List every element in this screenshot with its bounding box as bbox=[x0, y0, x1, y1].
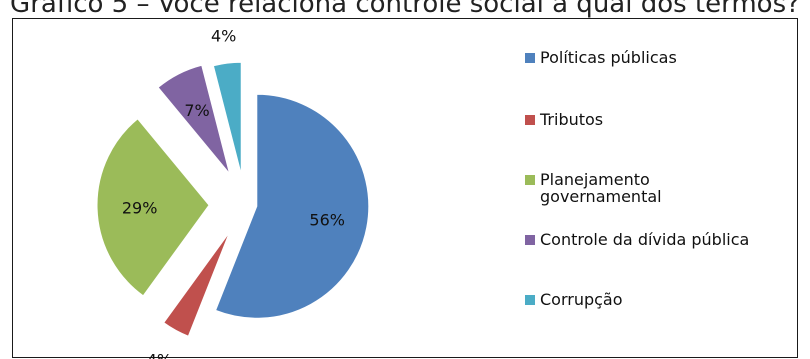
label-controle-divida-publica: 7% bbox=[184, 101, 209, 120]
slice-controle-divida-publica bbox=[157, 64, 231, 175]
slice-corrupcao bbox=[212, 61, 242, 175]
legend-label: Corrupção bbox=[540, 290, 623, 309]
legend-label: Controle da dívida pública bbox=[540, 230, 750, 249]
legend-label: Planejamento governamental bbox=[540, 170, 662, 206]
legend-swatch bbox=[525, 295, 535, 305]
legend-label: Tributos bbox=[540, 110, 604, 129]
legend-item-tributos: Tributos bbox=[525, 111, 780, 128]
legend-swatch bbox=[525, 235, 535, 245]
label-politicas-publicas: 56% bbox=[309, 211, 345, 230]
legend-item-planejamento-governamental: Planejamento governamental bbox=[525, 170, 662, 206]
legend-swatch bbox=[525, 175, 535, 185]
slice-planejamento-governamental bbox=[96, 118, 210, 297]
chart-frame: 56% 4% 29% 7% 4% Políticas públicas Tributos P… bbox=[12, 18, 798, 359]
legend-item-corrupcao: Corrupção bbox=[525, 291, 780, 308]
label-corrupcao: 4% bbox=[211, 26, 236, 45]
legend-swatch bbox=[525, 53, 535, 63]
legend-label: Políticas públicas bbox=[540, 48, 677, 67]
legend-item-politicas-publicas: Políticas públicas bbox=[525, 49, 780, 66]
label-tributos: 4% bbox=[147, 351, 172, 359]
label-planejamento-governamental: 29% bbox=[122, 198, 158, 217]
legend-item-controle-divida-publica: Controle da dívida pública bbox=[525, 231, 780, 248]
pie-chart: 56% 4% 29% 7% 4% bbox=[96, 26, 370, 359]
slice-politicas-publicas bbox=[214, 93, 370, 319]
legend-swatch bbox=[525, 115, 535, 125]
slice-tributos bbox=[163, 231, 231, 337]
chart-caption: Gráfico 5 – Você relaciona controle soci… bbox=[10, 0, 800, 19]
